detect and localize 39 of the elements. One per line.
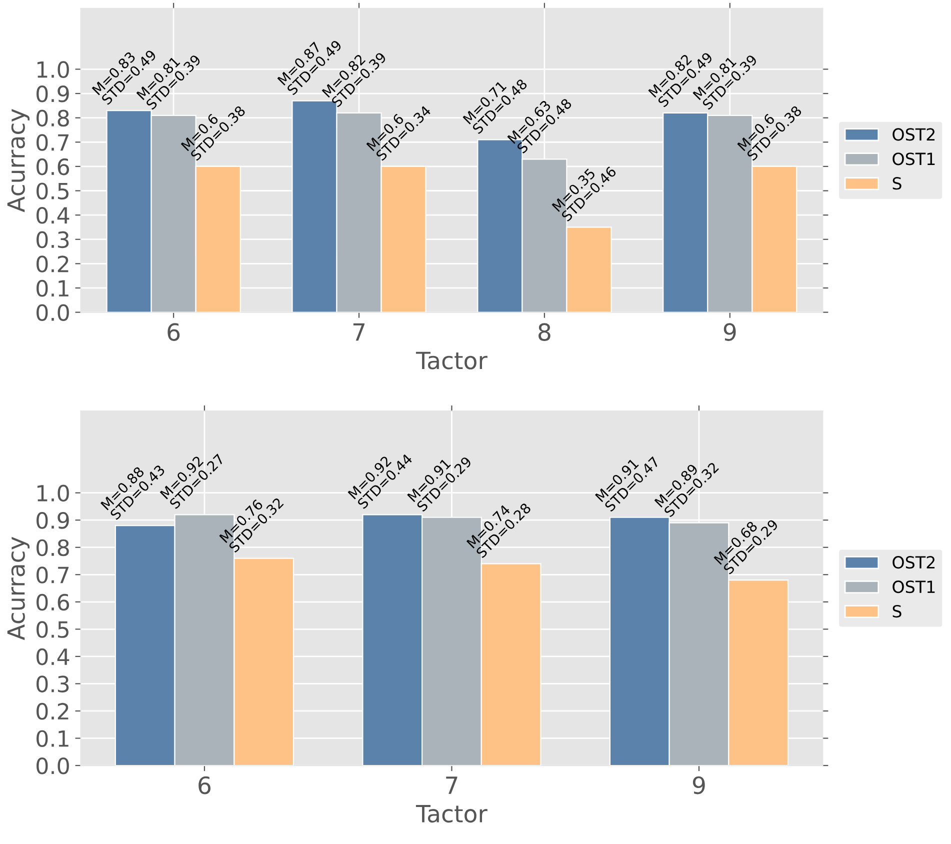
y-tick-label: 0.6 <box>36 594 70 611</box>
legend-label: OST1 <box>892 580 935 594</box>
y-tick-label: 0.4 <box>36 207 70 224</box>
y-tick-label: 0.0 <box>36 304 69 322</box>
y-tick-label: 0.9 <box>36 512 69 529</box>
x-tick-label: 7 <box>353 323 364 341</box>
y-tick-label: 0.8 <box>36 110 69 127</box>
y-tick-label: 0.2 <box>36 702 68 720</box>
y-tick-label: 0.5 <box>36 621 68 638</box>
legend-label: S <box>892 604 902 618</box>
y-tick-label: 0.9 <box>36 85 69 102</box>
y-tick-label: 0.7 <box>36 566 69 584</box>
x-tick-label: 9 <box>724 323 736 341</box>
y-tick-label: 0.6 <box>36 158 70 176</box>
y-tick-label: 0.2 <box>36 256 68 272</box>
y-tick-label: 0.0 <box>36 757 69 774</box>
y-tick-label: 0.7 <box>36 134 69 151</box>
x-tick-label: 6 <box>168 323 180 341</box>
legend-label: OST2 <box>892 556 935 569</box>
y-tick-label: 0.8 <box>36 539 69 556</box>
y-tick-label: 0.3 <box>36 676 69 692</box>
y-axis-title: Acurracy <box>7 109 30 212</box>
y-tick-label: 0.1 <box>36 730 68 747</box>
legend-label: OST1 <box>892 152 935 166</box>
y-axis-title: Acurracy <box>7 536 30 640</box>
y-tick-label: 1.0 <box>38 61 69 78</box>
x-axis-title: Tactor <box>416 805 488 823</box>
legend-label: OST2 <box>892 128 935 141</box>
x-tick-label: 7 <box>446 776 458 794</box>
x-tick-label: 8 <box>538 323 550 341</box>
legend-label: S <box>892 177 902 190</box>
y-tick-label: 0.4 <box>36 648 70 666</box>
y-tick-label: 0.1 <box>36 280 68 297</box>
y-tick-label: 1.0 <box>38 484 69 502</box>
y-tick-label: 0.3 <box>36 231 69 248</box>
y-tick-label: 0.5 <box>36 182 68 200</box>
x-tick-label: 6 <box>198 776 210 794</box>
x-tick-label: 9 <box>692 776 705 794</box>
x-axis-title: Tactor <box>416 352 488 370</box>
